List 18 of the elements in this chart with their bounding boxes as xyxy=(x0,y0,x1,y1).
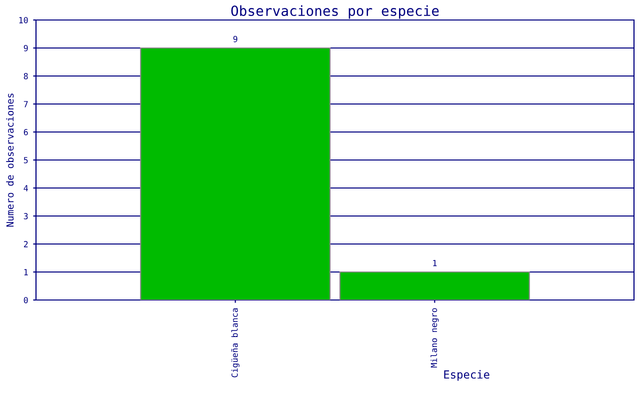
y-tick-label: 0 xyxy=(24,297,28,304)
data-label: 1 xyxy=(433,260,437,266)
chart-title: Observaciones por especie xyxy=(231,5,439,19)
y-tick-label: 5 xyxy=(24,157,28,164)
y-tick-label: 6 xyxy=(24,129,28,136)
y-axis-title: Numero de observaciones xyxy=(6,94,14,227)
y-tick-label: 1 xyxy=(24,269,28,276)
data-label: 9 xyxy=(233,36,238,42)
y-tick-label: 9 xyxy=(24,45,28,52)
y-tick-label: 4 xyxy=(24,185,28,192)
y-tick-label: 7 xyxy=(24,101,28,108)
y-tick-label: 3 xyxy=(24,213,28,220)
y-tick-label: 10 xyxy=(19,17,28,24)
y-tick-label: 2 xyxy=(24,241,28,248)
y-tick-label: 8 xyxy=(24,73,28,80)
x-axis-title: Especie xyxy=(444,370,490,381)
x-tick-label: Milano negro xyxy=(430,308,439,368)
x-tick-label: Cigüeña blanca xyxy=(231,308,240,378)
